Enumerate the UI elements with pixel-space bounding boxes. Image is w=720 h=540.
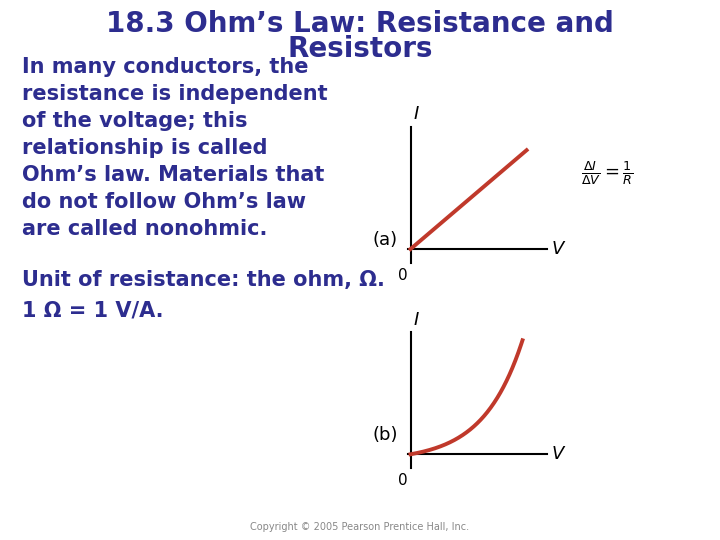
- Text: 18.3 Ohm’s Law: Resistance and: 18.3 Ohm’s Law: Resistance and: [106, 10, 614, 38]
- Text: do not follow Ohm’s law: do not follow Ohm’s law: [22, 192, 306, 212]
- Text: relationship is called: relationship is called: [22, 138, 268, 158]
- Text: $\frac{\Delta I}{\Delta V} = \frac{1}{R}$: $\frac{\Delta I}{\Delta V} = \frac{1}{R}…: [581, 159, 634, 187]
- Text: $0$: $0$: [397, 267, 408, 282]
- Text: (a): (a): [372, 231, 397, 249]
- Text: of the voltage; this: of the voltage; this: [22, 111, 248, 131]
- Text: Unit of resistance: the ohm, Ω.: Unit of resistance: the ohm, Ω.: [22, 270, 385, 290]
- Text: Ohm’s law. Materials that: Ohm’s law. Materials that: [22, 165, 325, 185]
- Text: are called nonohmic.: are called nonohmic.: [22, 219, 267, 239]
- Text: 1 Ω = 1 V/A.: 1 Ω = 1 V/A.: [22, 300, 163, 320]
- Text: Copyright © 2005 Pearson Prentice Hall, Inc.: Copyright © 2005 Pearson Prentice Hall, …: [251, 522, 469, 532]
- Text: resistance is independent: resistance is independent: [22, 84, 328, 104]
- Text: $V$: $V$: [552, 446, 567, 463]
- Text: Resistors: Resistors: [287, 35, 433, 63]
- Text: $V$: $V$: [552, 240, 567, 258]
- Text: $0$: $0$: [397, 472, 408, 488]
- Text: (b): (b): [372, 426, 397, 444]
- Text: In many conductors, the: In many conductors, the: [22, 57, 308, 77]
- Text: $I$: $I$: [413, 310, 420, 329]
- Text: $I$: $I$: [413, 105, 420, 124]
